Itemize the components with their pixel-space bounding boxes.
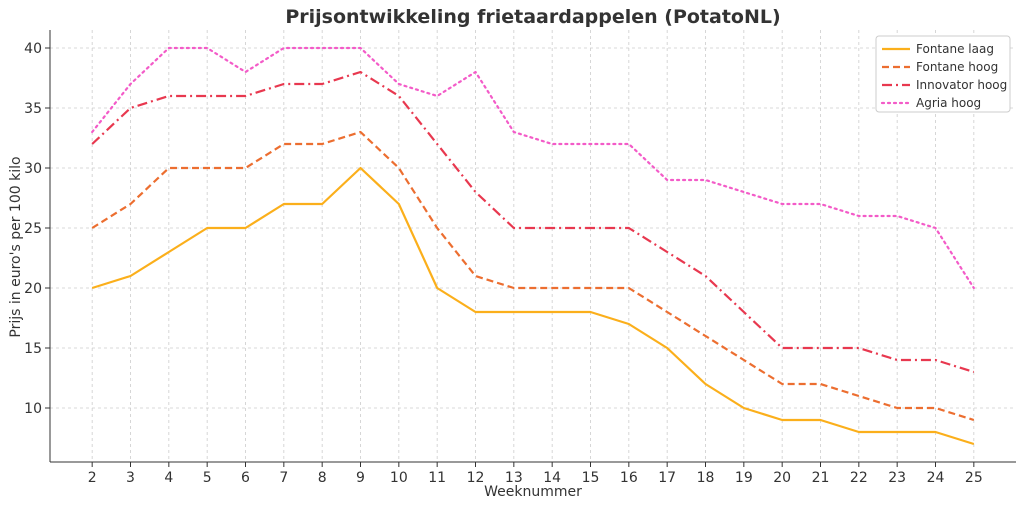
series-line-fontane-laag [91, 166, 975, 446]
x-axis-label: Weeknummer [484, 484, 582, 500]
x-tick-label: 2 [88, 470, 97, 486]
legend-label: Fontane hoog [916, 60, 998, 74]
y-tick-label: 25 [24, 221, 42, 237]
x-tick-label: 11 [428, 470, 446, 486]
chart-title: Prijsontwikkeling frietaardappelen (Pota… [285, 6, 780, 28]
legend-label: Agria hoog [916, 96, 981, 110]
x-tick-label: 17 [658, 470, 676, 486]
y-tick-label: 15 [24, 341, 42, 357]
y-axis-ticks: 10 15 20 25 30 35 40 [24, 41, 50, 417]
x-tick-label: 18 [697, 470, 715, 486]
x-tick-label: 5 [203, 470, 212, 486]
x-tick-label: 12 [467, 470, 485, 486]
x-tick-label: 3 [126, 470, 135, 486]
grid [50, 30, 1016, 462]
y-tick-label: 20 [24, 281, 42, 297]
x-tick-label: 24 [927, 470, 945, 486]
x-axis-ticks: 2 3 4 5 6 7 8 9 10 11 12 13 14 15 16 17 18 19 20 21 22 23 24 25 [88, 462, 983, 486]
x-tick-label: 15 [582, 470, 600, 486]
x-tick-label: 4 [164, 470, 173, 486]
legend-label: Innovator hoog [916, 78, 1007, 92]
y-tick-label: 40 [24, 41, 42, 57]
series-lines [91, 46, 975, 446]
x-tick-label: 16 [620, 470, 638, 486]
x-tick-label: 8 [318, 470, 327, 486]
x-tick-label: 9 [356, 470, 365, 486]
x-tick-label: 7 [279, 470, 288, 486]
x-tick-label: 21 [812, 470, 830, 486]
x-tick-label: 10 [390, 470, 408, 486]
legend: Fontane laag Fontane hoog Innovator hoog Ag… [875, 35, 1011, 113]
legend-label: Fontane laag [916, 42, 994, 56]
x-tick-label: 25 [965, 470, 983, 486]
legend-box [875, 35, 1011, 113]
x-tick-label: 6 [241, 470, 250, 486]
series-line-fontane-hoog [91, 130, 975, 422]
y-tick-label: 10 [24, 401, 42, 417]
y-tick-label: 30 [24, 161, 42, 177]
x-tick-label: 22 [850, 470, 868, 486]
x-tick-label: 14 [543, 470, 561, 486]
y-axis-label: Prijs in euro's per 100 kilo [8, 156, 24, 337]
series-line-innovator-hoog [91, 70, 975, 374]
y-tick-label: 35 [24, 101, 42, 117]
x-tick-label: 13 [505, 470, 523, 486]
x-tick-label: 20 [773, 470, 791, 486]
axes [49, 30, 1016, 463]
series-line-agria-hoog [91, 46, 975, 290]
x-tick-label: 23 [888, 470, 906, 486]
x-tick-label: 19 [735, 470, 753, 486]
